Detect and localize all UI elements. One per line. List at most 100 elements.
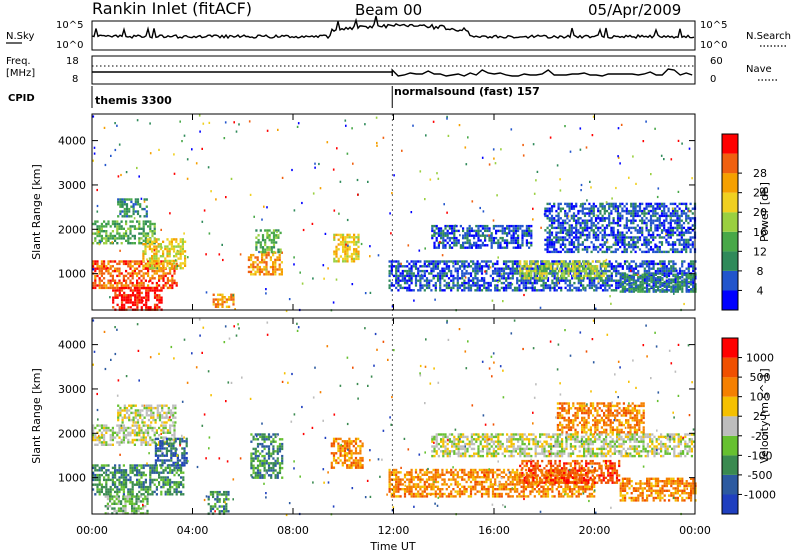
range-cell bbox=[601, 269, 605, 273]
range-cell bbox=[540, 284, 543, 287]
range-cell bbox=[487, 284, 490, 287]
range-cell bbox=[277, 236, 280, 239]
range-cell bbox=[535, 179, 537, 182]
range-cell bbox=[136, 267, 139, 270]
range-cell bbox=[395, 260, 398, 263]
range-cell bbox=[687, 209, 690, 213]
range-cell bbox=[155, 469, 158, 472]
range-cell bbox=[144, 481, 147, 484]
range-cell bbox=[465, 265, 468, 268]
range-cell bbox=[588, 286, 591, 290]
range-cell bbox=[564, 125, 566, 128]
range-cell bbox=[685, 219, 688, 222]
range-cell bbox=[462, 229, 465, 233]
range-cell bbox=[685, 214, 688, 218]
range-cell bbox=[519, 274, 522, 278]
range-cell bbox=[656, 244, 658, 247]
range-cell bbox=[136, 301, 139, 304]
range-cell bbox=[98, 488, 101, 491]
range-cell bbox=[107, 490, 110, 494]
range-cell bbox=[681, 265, 684, 268]
range-cell bbox=[691, 217, 694, 220]
range-cell bbox=[357, 252, 360, 256]
range-cell bbox=[100, 230, 103, 233]
range-cell bbox=[608, 221, 611, 225]
range-cell bbox=[270, 248, 273, 251]
range-cell bbox=[552, 269, 555, 273]
range-cell bbox=[538, 274, 542, 278]
range-cell bbox=[579, 221, 582, 225]
range-cell bbox=[471, 200, 474, 203]
range-cell bbox=[129, 260, 132, 263]
range-cell bbox=[157, 259, 160, 263]
range-cell bbox=[513, 286, 517, 290]
range-cell bbox=[160, 424, 163, 427]
range-cell bbox=[140, 441, 143, 444]
range-cell bbox=[680, 248, 683, 251]
range-cell bbox=[435, 239, 438, 242]
range-cell bbox=[421, 269, 424, 273]
range-cell bbox=[180, 466, 183, 470]
range-cell bbox=[419, 281, 422, 285]
range-cell bbox=[615, 286, 618, 290]
range-cell bbox=[94, 274, 97, 278]
range-cell bbox=[687, 273, 690, 276]
range-cell bbox=[142, 255, 145, 258]
range-cell bbox=[474, 272, 477, 275]
range-cell bbox=[564, 209, 567, 213]
range-cell bbox=[487, 260, 490, 263]
range-cell bbox=[521, 234, 524, 237]
range-cell bbox=[145, 198, 148, 201]
range-cell bbox=[676, 205, 679, 208]
range-cell bbox=[676, 272, 679, 275]
range-cell bbox=[131, 294, 135, 297]
range-cell bbox=[179, 250, 182, 253]
range-cell bbox=[134, 301, 137, 304]
range-cell bbox=[603, 226, 606, 230]
range-cell bbox=[561, 231, 565, 234]
range-cell bbox=[600, 277, 603, 280]
range-cell bbox=[425, 281, 429, 285]
range-cell bbox=[431, 227, 434, 230]
range-cell bbox=[606, 269, 609, 273]
noise-left-label: N.Sky bbox=[6, 31, 34, 42]
range-cell bbox=[121, 210, 124, 213]
range-cell bbox=[647, 233, 650, 237]
range-cell bbox=[665, 219, 668, 222]
range-cell bbox=[122, 485, 125, 489]
range-cell bbox=[266, 234, 269, 237]
range-cell bbox=[616, 209, 620, 213]
range-cell bbox=[511, 269, 514, 273]
range-cell bbox=[661, 281, 664, 285]
range-cell bbox=[419, 269, 422, 273]
range-cell bbox=[145, 406, 148, 410]
range-cell bbox=[568, 202, 571, 206]
range-cell bbox=[142, 272, 145, 275]
range-cell bbox=[103, 478, 106, 482]
range-cell bbox=[92, 426, 95, 430]
range-cell bbox=[111, 237, 114, 240]
range-cell bbox=[145, 296, 148, 299]
range-cell bbox=[483, 281, 486, 285]
range-cell bbox=[156, 294, 159, 297]
range-cell bbox=[253, 215, 255, 218]
range-cell bbox=[149, 471, 152, 474]
range-cell bbox=[133, 217, 136, 220]
range-cell bbox=[166, 483, 169, 486]
range-cell bbox=[170, 264, 173, 267]
range-cell bbox=[116, 485, 119, 489]
range-cell bbox=[519, 272, 522, 275]
range-cell bbox=[589, 265, 592, 268]
range-cell bbox=[475, 232, 478, 235]
range-cell bbox=[168, 247, 171, 251]
range-cell bbox=[592, 248, 595, 251]
range-cell bbox=[131, 220, 134, 223]
range-cell bbox=[332, 168, 335, 171]
range-cell bbox=[594, 219, 598, 222]
range-cell bbox=[557, 282, 559, 285]
range-cell bbox=[689, 265, 693, 268]
range-cell bbox=[535, 279, 539, 282]
range-cell bbox=[125, 205, 129, 208]
range-cell bbox=[641, 288, 644, 291]
range-cell bbox=[348, 233, 351, 237]
